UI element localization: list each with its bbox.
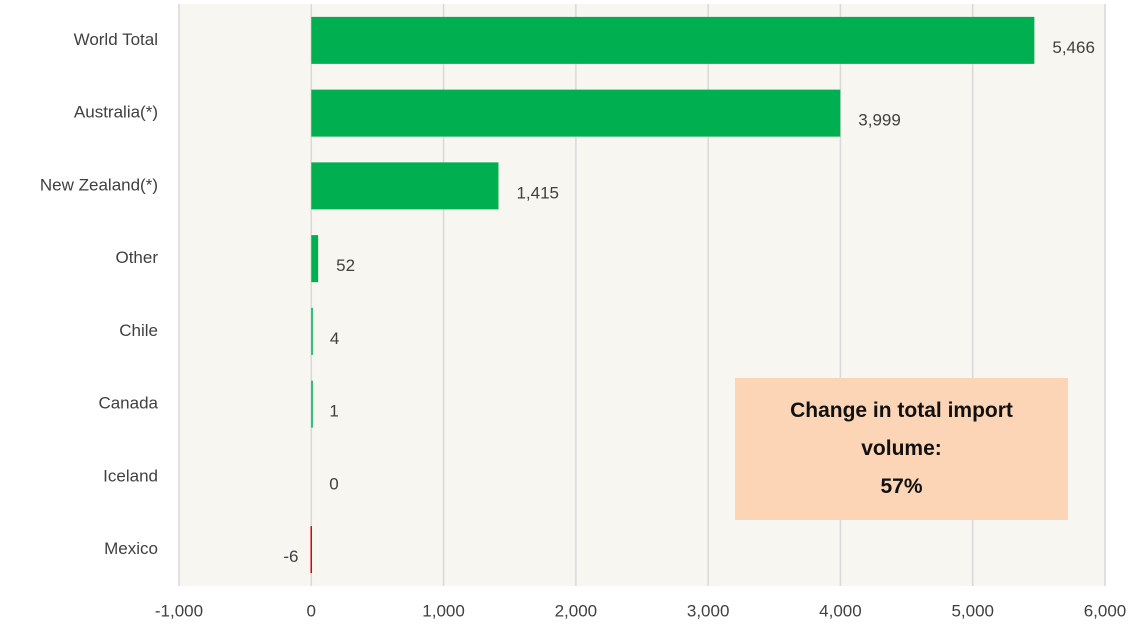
x-tick-label: 6,000 (1084, 601, 1127, 620)
bar (311, 307, 313, 355)
x-tick-label: 5,000 (951, 601, 994, 620)
value-label: 5,466 (1052, 38, 1095, 57)
y-tick-label: Other (115, 248, 158, 267)
bar (311, 16, 1035, 64)
value-label: -6 (283, 547, 298, 566)
x-tick-label: 4,000 (819, 601, 862, 620)
bar (311, 235, 319, 283)
value-label: 1,415 (516, 183, 559, 202)
x-tick-label: 0 (307, 601, 316, 620)
value-label: 52 (336, 256, 355, 275)
bar (311, 89, 841, 137)
y-tick-label: New Zealand(*) (40, 175, 158, 194)
x-tick-label: 1,000 (422, 601, 465, 620)
value-label: 0 (329, 474, 338, 493)
bar (311, 162, 499, 210)
value-label: 1 (329, 402, 338, 421)
y-tick-label: Chile (119, 321, 158, 340)
x-tick-label: -1,000 (155, 601, 203, 620)
bar (311, 380, 313, 428)
annotation-value: 57% (880, 475, 923, 498)
y-tick-label: Mexico (104, 539, 158, 558)
y-tick-label: Australia(*) (74, 103, 158, 122)
y-tick-label: Canada (98, 394, 158, 413)
value-label: 3,999 (858, 111, 901, 130)
annotation-text: Change in total import volume: (790, 399, 1013, 460)
y-tick-label: Iceland (103, 466, 158, 485)
bar (310, 526, 312, 574)
x-tick-label: 2,000 (555, 601, 598, 620)
y-tick-label: World Total (74, 30, 158, 49)
value-label: 4 (330, 329, 339, 348)
x-tick-label: 3,000 (687, 601, 730, 620)
annotation-box: Change in total import volume: 57% (735, 378, 1068, 520)
